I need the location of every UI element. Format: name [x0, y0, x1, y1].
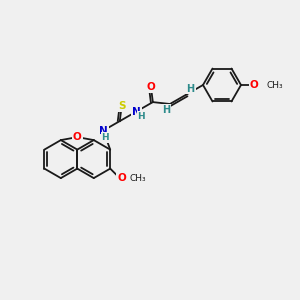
Text: CH₃: CH₃ — [130, 174, 146, 183]
Text: S: S — [118, 101, 125, 111]
Text: H: H — [162, 105, 170, 115]
Text: O: O — [250, 80, 259, 90]
Text: CH₃: CH₃ — [267, 80, 284, 89]
Text: O: O — [117, 173, 126, 183]
Text: H: H — [101, 133, 109, 142]
Text: O: O — [73, 132, 82, 142]
Text: H: H — [186, 83, 194, 94]
Text: N: N — [132, 106, 141, 117]
Text: H: H — [137, 112, 145, 121]
Text: N: N — [99, 126, 108, 136]
Text: O: O — [147, 82, 155, 92]
